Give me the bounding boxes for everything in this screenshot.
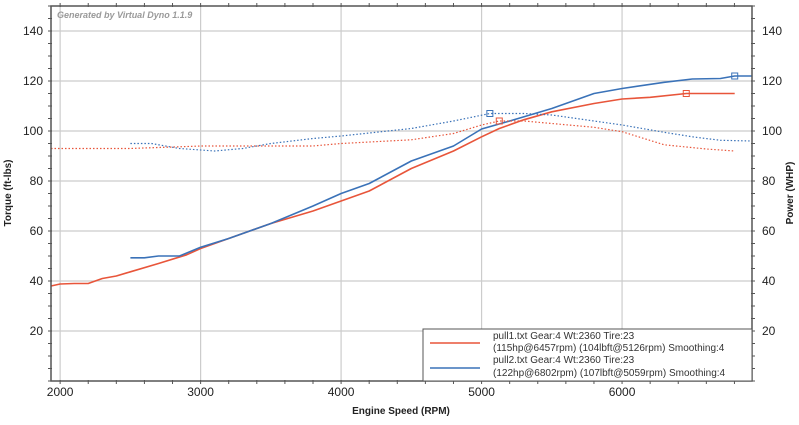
pull2-peak-marker: [731, 72, 739, 80]
y-tick-label-left: 120: [23, 74, 43, 88]
y-tick-label-right: 100: [762, 124, 782, 138]
y-tick-label-left: 140: [23, 24, 43, 38]
y-tick-label-left: 80: [30, 174, 44, 188]
plot-frame: [50, 5, 753, 382]
axis-ticks: 2000 3000 4000 5000 6000 20 20 40 40 60 60 80 80 100 1…: [23, 3, 782, 399]
y-tick-label-left: 100: [23, 124, 43, 138]
legend-pull1-line2: (115hp@6457rpm) (104lbft@5126rpm) Smooth…: [493, 343, 725, 354]
y-tick-label-left: 60: [30, 224, 44, 238]
y-tick-label-right: 60: [762, 224, 776, 238]
series-layer: [50, 75, 753, 287]
pull1-power-line: [51, 120, 735, 152]
x-tick-label: 6000: [609, 385, 636, 399]
x-tick-label: 4000: [328, 385, 355, 399]
pull1-peak-marker: [682, 90, 690, 97]
y-tick-label-right: 80: [762, 174, 776, 188]
x-axis-label: Engine Speed (RPM): [352, 406, 450, 417]
x-tick-label: 3000: [187, 385, 214, 399]
x-tick-label: 5000: [468, 385, 495, 399]
peak-markers: [486, 72, 739, 125]
legend: pull1.txt Gear:4 Wt:2360 Tire:23 (115hp@…: [422, 328, 753, 382]
legend-box: [422, 328, 753, 382]
x-tick-label: 2000: [47, 385, 74, 399]
y-tick-label-right: 140: [762, 24, 782, 38]
pull2-torque-line: [130, 75, 752, 259]
y-axis-label-right: Power (WHP): [785, 162, 796, 225]
pull1-peak-marker: [495, 117, 503, 125]
pull2-peak-marker: [486, 110, 494, 117]
grid: [51, 6, 752, 381]
y-axis-label-left: Torque (ft-lbs): [3, 159, 14, 226]
y-tick-label-right: 40: [762, 274, 776, 288]
pull1-torque-line: [50, 92, 735, 287]
legend-pull2-line1: pull2.txt Gear:4 Wt:2360 Tire:23: [493, 355, 635, 366]
legend-pull1-line1: pull1.txt Gear:4 Wt:2360 Tire:23: [493, 331, 635, 342]
pull2-power-line: [130, 112, 753, 152]
y-tick-label-right: 120: [762, 74, 782, 88]
watermark: Generated by Virtual Dyno 1.1.9: [57, 10, 192, 20]
y-tick-label-right: 20: [762, 324, 776, 338]
y-tick-label-left: 20: [30, 324, 44, 338]
legend-pull2-line2: (122hp@6802rpm) (107lbft@5059rpm) Smooth…: [493, 368, 726, 379]
y-tick-label-left: 40: [30, 274, 44, 288]
